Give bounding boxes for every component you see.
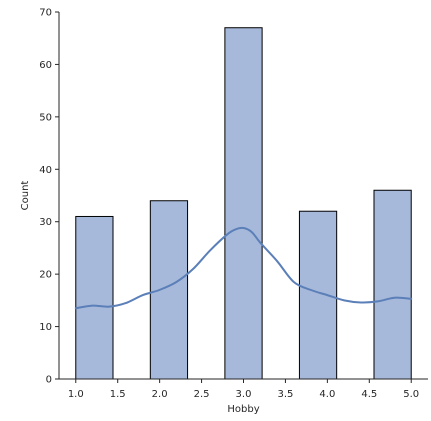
y-tick-label: 50: [39, 112, 52, 123]
kde-line: [74, 226, 413, 310]
x-tick-label: 3.0: [236, 389, 252, 400]
y-ticks-layer: 0 10 20 30 40 50 60 70: [39, 8, 59, 386]
y-tick-label: 60: [39, 60, 52, 71]
y-tick-label: 0: [46, 375, 52, 386]
y-tick-label: 10: [39, 322, 52, 333]
bars-layer: [75, 27, 412, 380]
y-tick-label: 20: [39, 270, 52, 281]
x-tick-label: 1.5: [110, 389, 126, 400]
x-tick-label: 5.0: [403, 389, 419, 400]
histogram-bar-3: [224, 27, 263, 380]
kde-line-layer: [74, 226, 413, 310]
y-tick-label: 40: [39, 165, 52, 176]
x-tick-label: 2.5: [194, 389, 210, 400]
histogram-bar-1: [75, 215, 114, 380]
y-tick-label: 30: [39, 217, 52, 228]
histogram-bar-2: [149, 200, 189, 380]
x-ticks-layer: 1.0 1.5 2.0 2.5 3.0 3.5 4.0 4.5 5.0: [68, 379, 419, 400]
x-axis-title: Hobby: [227, 404, 259, 415]
x-tick-label: 1.0: [68, 389, 84, 400]
x-tick-label: 2.0: [152, 389, 168, 400]
x-tick-label: 4.0: [319, 389, 335, 400]
histogram-bar-4: [298, 210, 338, 380]
x-tick-label: 3.5: [277, 389, 293, 400]
histogram-bar-5: [373, 189, 412, 380]
x-tick-label: 4.5: [361, 389, 377, 400]
y-tick-label: 70: [39, 8, 52, 19]
y-axis-title: Count: [20, 181, 31, 211]
